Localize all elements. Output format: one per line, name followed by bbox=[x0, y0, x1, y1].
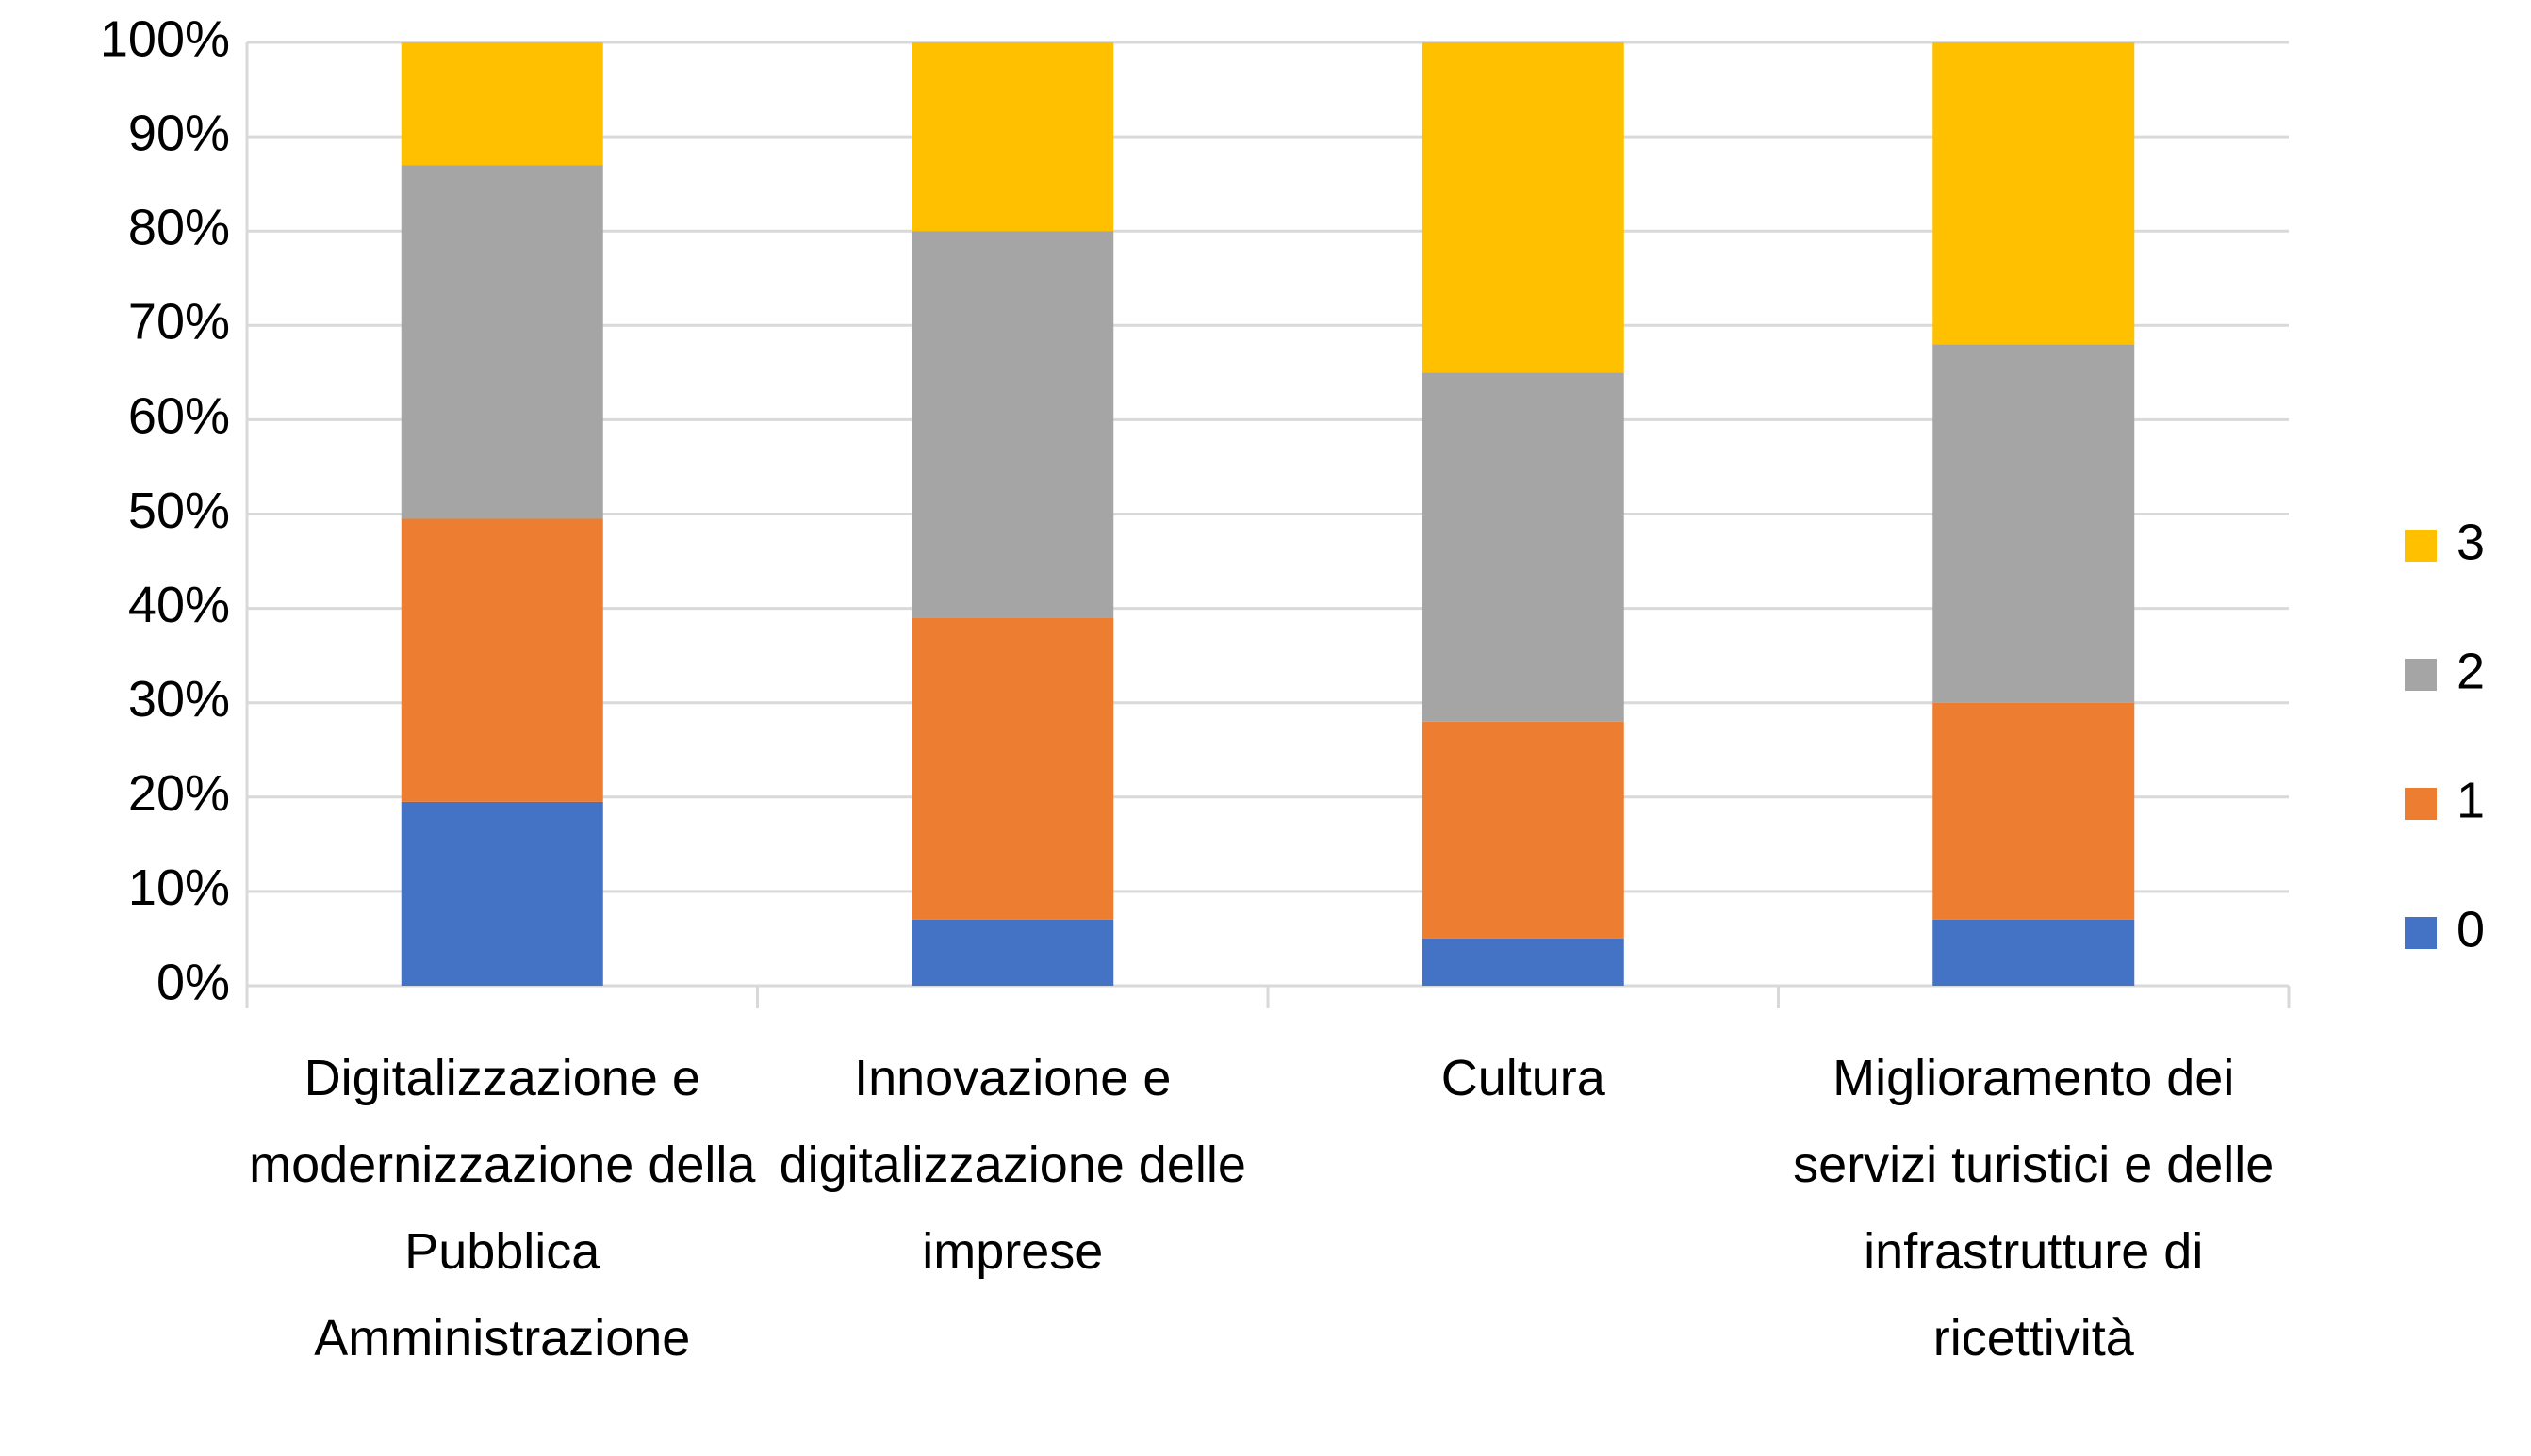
bar-segment bbox=[912, 617, 1114, 920]
x-tick-label: Innovazione e digitalizzazione delle imp… bbox=[779, 1050, 1246, 1280]
y-tick-label: 30% bbox=[128, 671, 230, 728]
bar-segment bbox=[912, 42, 1114, 232]
y-tick-label: 100% bbox=[100, 10, 230, 67]
bar-segment bbox=[1422, 372, 1624, 722]
legend-label: 1 bbox=[2457, 772, 2485, 828]
bar-segment bbox=[1932, 344, 2135, 703]
x-tick-label: Miglioramento dei servizi turistici e de… bbox=[1793, 1050, 2275, 1366]
legend-swatch bbox=[2405, 659, 2437, 691]
bar-segment bbox=[1932, 919, 2135, 986]
y-tick-label: 10% bbox=[128, 859, 230, 916]
bar-segment bbox=[912, 919, 1114, 986]
legend-label: 0 bbox=[2457, 901, 2485, 957]
legend-label: 2 bbox=[2457, 643, 2485, 699]
bar-segment bbox=[401, 518, 603, 802]
legend-swatch bbox=[2405, 530, 2437, 562]
y-tick-label: 70% bbox=[128, 294, 230, 351]
y-tick-label: 80% bbox=[128, 199, 230, 255]
legend-label: 3 bbox=[2457, 514, 2485, 570]
bar-segment bbox=[912, 231, 1114, 618]
bar-segment bbox=[1932, 702, 2135, 920]
bar-segment bbox=[401, 165, 603, 519]
y-tick-label: 20% bbox=[128, 765, 230, 822]
x-tick-label: Cultura bbox=[1440, 1050, 1605, 1106]
x-label-box: Digitalizzazione e modernizzazione della… bbox=[249, 1050, 756, 1366]
bar-segment bbox=[1932, 42, 2135, 345]
bar-segment bbox=[1422, 42, 1624, 373]
y-tick-label: 90% bbox=[128, 105, 230, 161]
bar-segment bbox=[401, 42, 603, 166]
x-tick-label: Digitalizzazione e modernizzazione della… bbox=[249, 1050, 756, 1366]
y-tick-label: 0% bbox=[156, 954, 230, 1010]
x-label-box: Cultura bbox=[1440, 1050, 1605, 1106]
x-label-box: Miglioramento dei servizi turistici e de… bbox=[1793, 1050, 2275, 1366]
x-label-box: Innovazione e digitalizzazione delle imp… bbox=[779, 1050, 1246, 1280]
y-tick-label: 60% bbox=[128, 388, 230, 445]
y-tick-label: 50% bbox=[128, 483, 230, 539]
bar-segment bbox=[401, 801, 603, 986]
legend-swatch bbox=[2405, 788, 2437, 820]
bar-segment bbox=[1422, 721, 1624, 939]
y-tick-label: 40% bbox=[128, 577, 230, 633]
legend-swatch bbox=[2405, 917, 2437, 949]
bar-segment bbox=[1422, 938, 1624, 986]
